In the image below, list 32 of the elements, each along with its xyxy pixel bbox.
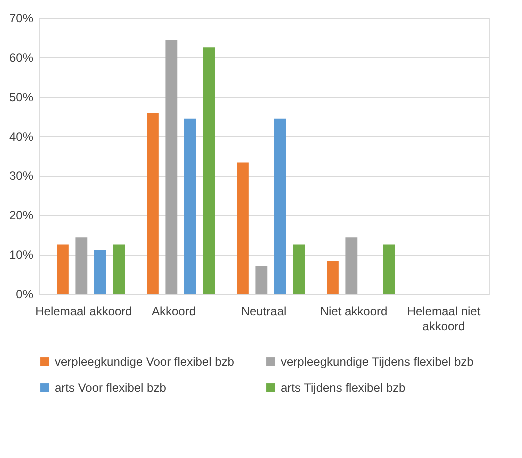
x-tick-label: Helemaal niet akkoord [407,304,482,334]
bar [293,244,306,294]
y-tick-label: 70% [9,12,34,26]
bar [57,244,69,294]
x-tick-label: Neutraal [241,304,287,318]
y-tick-label: 40% [9,130,34,144]
x-tick-label: Akkoord [152,304,196,318]
bar [274,118,286,294]
legend-label: verpleegkundige Tijdens flexibel bzb [281,355,474,369]
bar [237,162,249,294]
bar [203,48,216,294]
bar [327,261,339,294]
bar [166,40,178,294]
legend-label: verpleegkundige Voor flexibel bzb [55,355,235,369]
bar [76,238,88,294]
legend-label: arts Tijdens flexibel bzb [281,381,406,395]
bar [346,238,358,294]
y-tick-label: 20% [9,208,34,223]
y-tick-label: 50% [9,90,34,104]
bar [256,266,268,294]
bar [184,118,196,294]
x-tick-label: Helemaal akkoord [36,304,132,318]
x-tick-label: Niet akkoord [320,304,388,318]
bar [383,244,396,294]
bar [113,244,126,294]
legend-label: arts Voor flexibel bzb [55,381,167,395]
bar [94,250,106,294]
y-tick-label: 60% [9,50,34,65]
y-tick-label: 0% [16,288,34,302]
y-tick-label: 10% [9,248,34,262]
bar [147,113,159,294]
y-tick-label: 30% [9,169,34,184]
